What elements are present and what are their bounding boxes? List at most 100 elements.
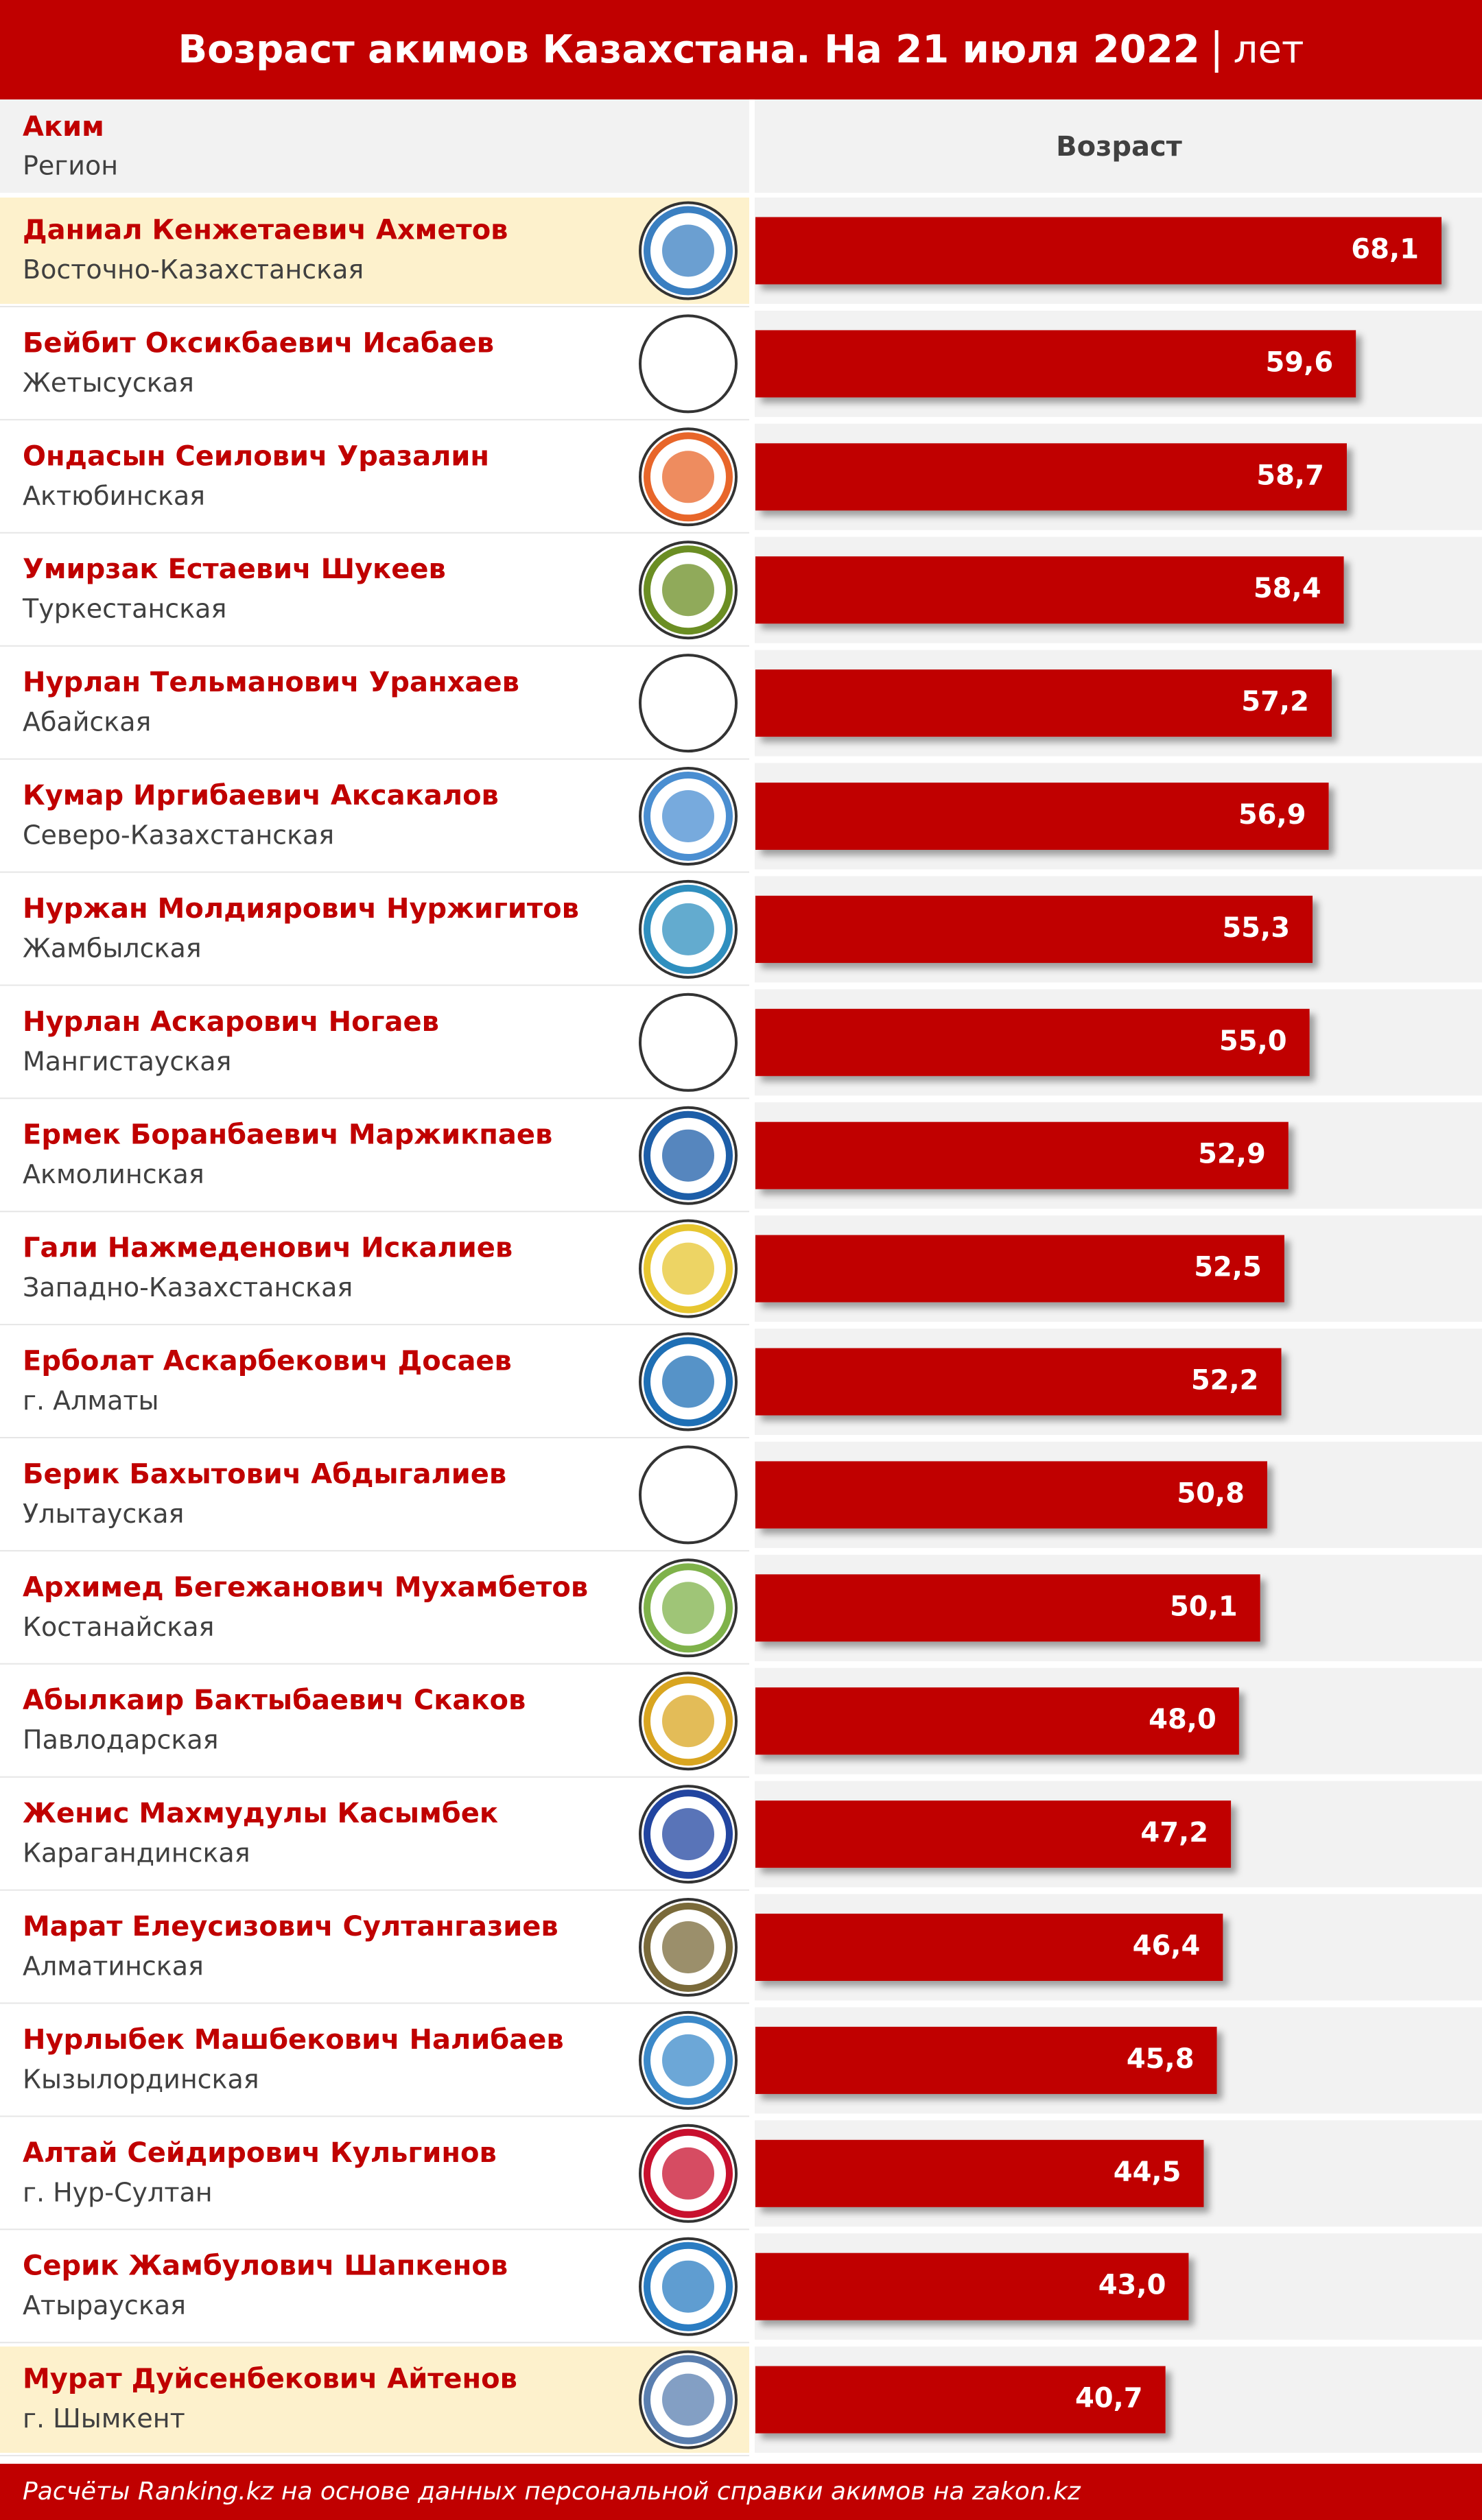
region-label: Туркестанская — [22, 594, 226, 624]
region-label: Актюбинская — [23, 481, 205, 511]
row-left — [0, 1667, 749, 1774]
value-label: 50,1 — [1170, 1591, 1238, 1622]
emblem-core — [662, 2147, 714, 2200]
name-label: Марат Елеусизович Султангазиев — [23, 1911, 558, 1942]
emblem-ring — [644, 1563, 733, 1653]
name-label: Серик Жамбулович Шапкенов — [23, 2250, 508, 2282]
value-label: 46,4 — [1133, 1930, 1201, 1962]
emblem-ring — [644, 206, 733, 296]
region-label: Восточно-Казахстанская — [23, 254, 364, 285]
header-region: Регион — [23, 151, 118, 181]
name-label: Ермек Боранбаевич Маржикпаев — [23, 1119, 552, 1151]
row-left — [0, 989, 749, 1096]
row-left — [0, 2120, 749, 2227]
row-left — [0, 876, 749, 983]
emblem-ring — [644, 772, 733, 861]
bar — [755, 556, 1344, 624]
row-left — [0, 2007, 749, 2114]
emblem-core — [662, 1582, 714, 1635]
row-left — [0, 1215, 749, 1322]
value-label: 40,7 — [1075, 2383, 1143, 2414]
region-label: Абайская — [23, 707, 151, 737]
name-label: Мурат Дуйсенбекович Айтенов — [23, 2364, 517, 2395]
region-label: Кызылординская — [23, 2064, 259, 2094]
emblem-ring — [644, 2015, 733, 2105]
region-label: Карагандинская — [23, 1838, 250, 1868]
emblem-core — [662, 564, 714, 617]
value-label: 44,5 — [1114, 2156, 1181, 2188]
bar — [755, 2026, 1217, 2094]
header-name: Аким — [23, 111, 104, 143]
bar — [755, 1235, 1284, 1303]
bar — [755, 443, 1347, 511]
value-label: 58,7 — [1256, 460, 1324, 491]
value-label: 50,8 — [1177, 1477, 1245, 1509]
header-value: Возраст — [1056, 131, 1183, 163]
emblem-core — [662, 2260, 714, 2313]
emblem-ring — [644, 432, 733, 522]
value-label: 43,0 — [1098, 2270, 1166, 2301]
region-label: Жамбылская — [23, 933, 202, 963]
name-label: Даниал Кенжетаевич Ахметов — [23, 215, 508, 246]
bar — [755, 669, 1332, 737]
value-label: 55,3 — [1222, 912, 1290, 944]
region-label: г. Шымкент — [23, 2403, 185, 2434]
row-left — [0, 423, 749, 530]
row-left — [0, 198, 749, 304]
name-label: Алтай Сейдирович Кульгинов — [23, 2137, 497, 2169]
region-label: Павлодарская — [23, 1725, 218, 1755]
value-label: 59,6 — [1265, 346, 1333, 378]
emblem-ring — [644, 1337, 733, 1427]
header-right — [755, 99, 1482, 193]
emblem-ring — [644, 884, 733, 974]
value-label: 52,9 — [1198, 1139, 1266, 1170]
emblem-ring — [644, 2128, 733, 2218]
name-label: Женис Махмудулы Касымбек — [23, 1798, 498, 1829]
value-label: 56,9 — [1238, 799, 1306, 831]
row-left — [0, 1329, 749, 1435]
name-label: Умирзак Естаевич Шукеев — [23, 554, 446, 585]
bar — [755, 2139, 1204, 2207]
row-left — [0, 310, 749, 417]
emblem-ring — [644, 1110, 733, 1200]
emblem-core — [662, 1808, 714, 1861]
name-label: Бейбит Оксикбаевич Исабаев — [23, 327, 494, 359]
value-label: 68,1 — [1351, 234, 1419, 265]
region-label: г. Алматы — [23, 1386, 159, 1416]
bar — [755, 330, 1356, 398]
row-left — [0, 763, 749, 870]
row-left — [0, 1102, 749, 1209]
emblem-core — [662, 903, 714, 955]
emblem-core — [662, 1242, 714, 1295]
row-left — [0, 2233, 749, 2340]
emblem-ring — [644, 1903, 733, 1992]
name-label: Архимед Бегежанович Мухамбетов — [23, 1571, 588, 1603]
header-left — [0, 99, 749, 193]
emblem-core — [662, 224, 714, 277]
row-left — [0, 536, 749, 643]
name-label: Берик Бахытович Абдыгалиев — [23, 1458, 506, 1490]
bar — [755, 783, 1329, 850]
bar — [755, 1348, 1282, 1416]
region-emblem — [639, 1445, 738, 1545]
region-label: Западно-Казахстанская — [23, 1272, 353, 1303]
bar — [755, 2366, 1166, 2434]
bar — [755, 895, 1313, 963]
row-left — [0, 1554, 749, 1661]
region-label: Акмолинская — [23, 1159, 204, 1189]
name-label: Ондасын Сеилович Уразалин — [23, 440, 489, 472]
region-label: г. Нур-Султан — [23, 2177, 213, 2207]
name-label: Нурлыбек Машбекович Налибаев — [23, 2024, 564, 2056]
bar — [755, 1461, 1267, 1529]
emblem-core — [662, 790, 714, 842]
value-label: 58,4 — [1254, 573, 1321, 604]
row-left — [0, 650, 749, 757]
emblem-ring — [644, 1676, 733, 1766]
emblem-core — [662, 1355, 714, 1408]
emblem-core — [662, 1921, 714, 1973]
region-label: Улытауская — [23, 1499, 184, 1529]
name-label: Кумар Иргибаевич Аксакалов — [23, 780, 499, 811]
row-left — [0, 1441, 749, 1548]
bar — [755, 2252, 1189, 2320]
